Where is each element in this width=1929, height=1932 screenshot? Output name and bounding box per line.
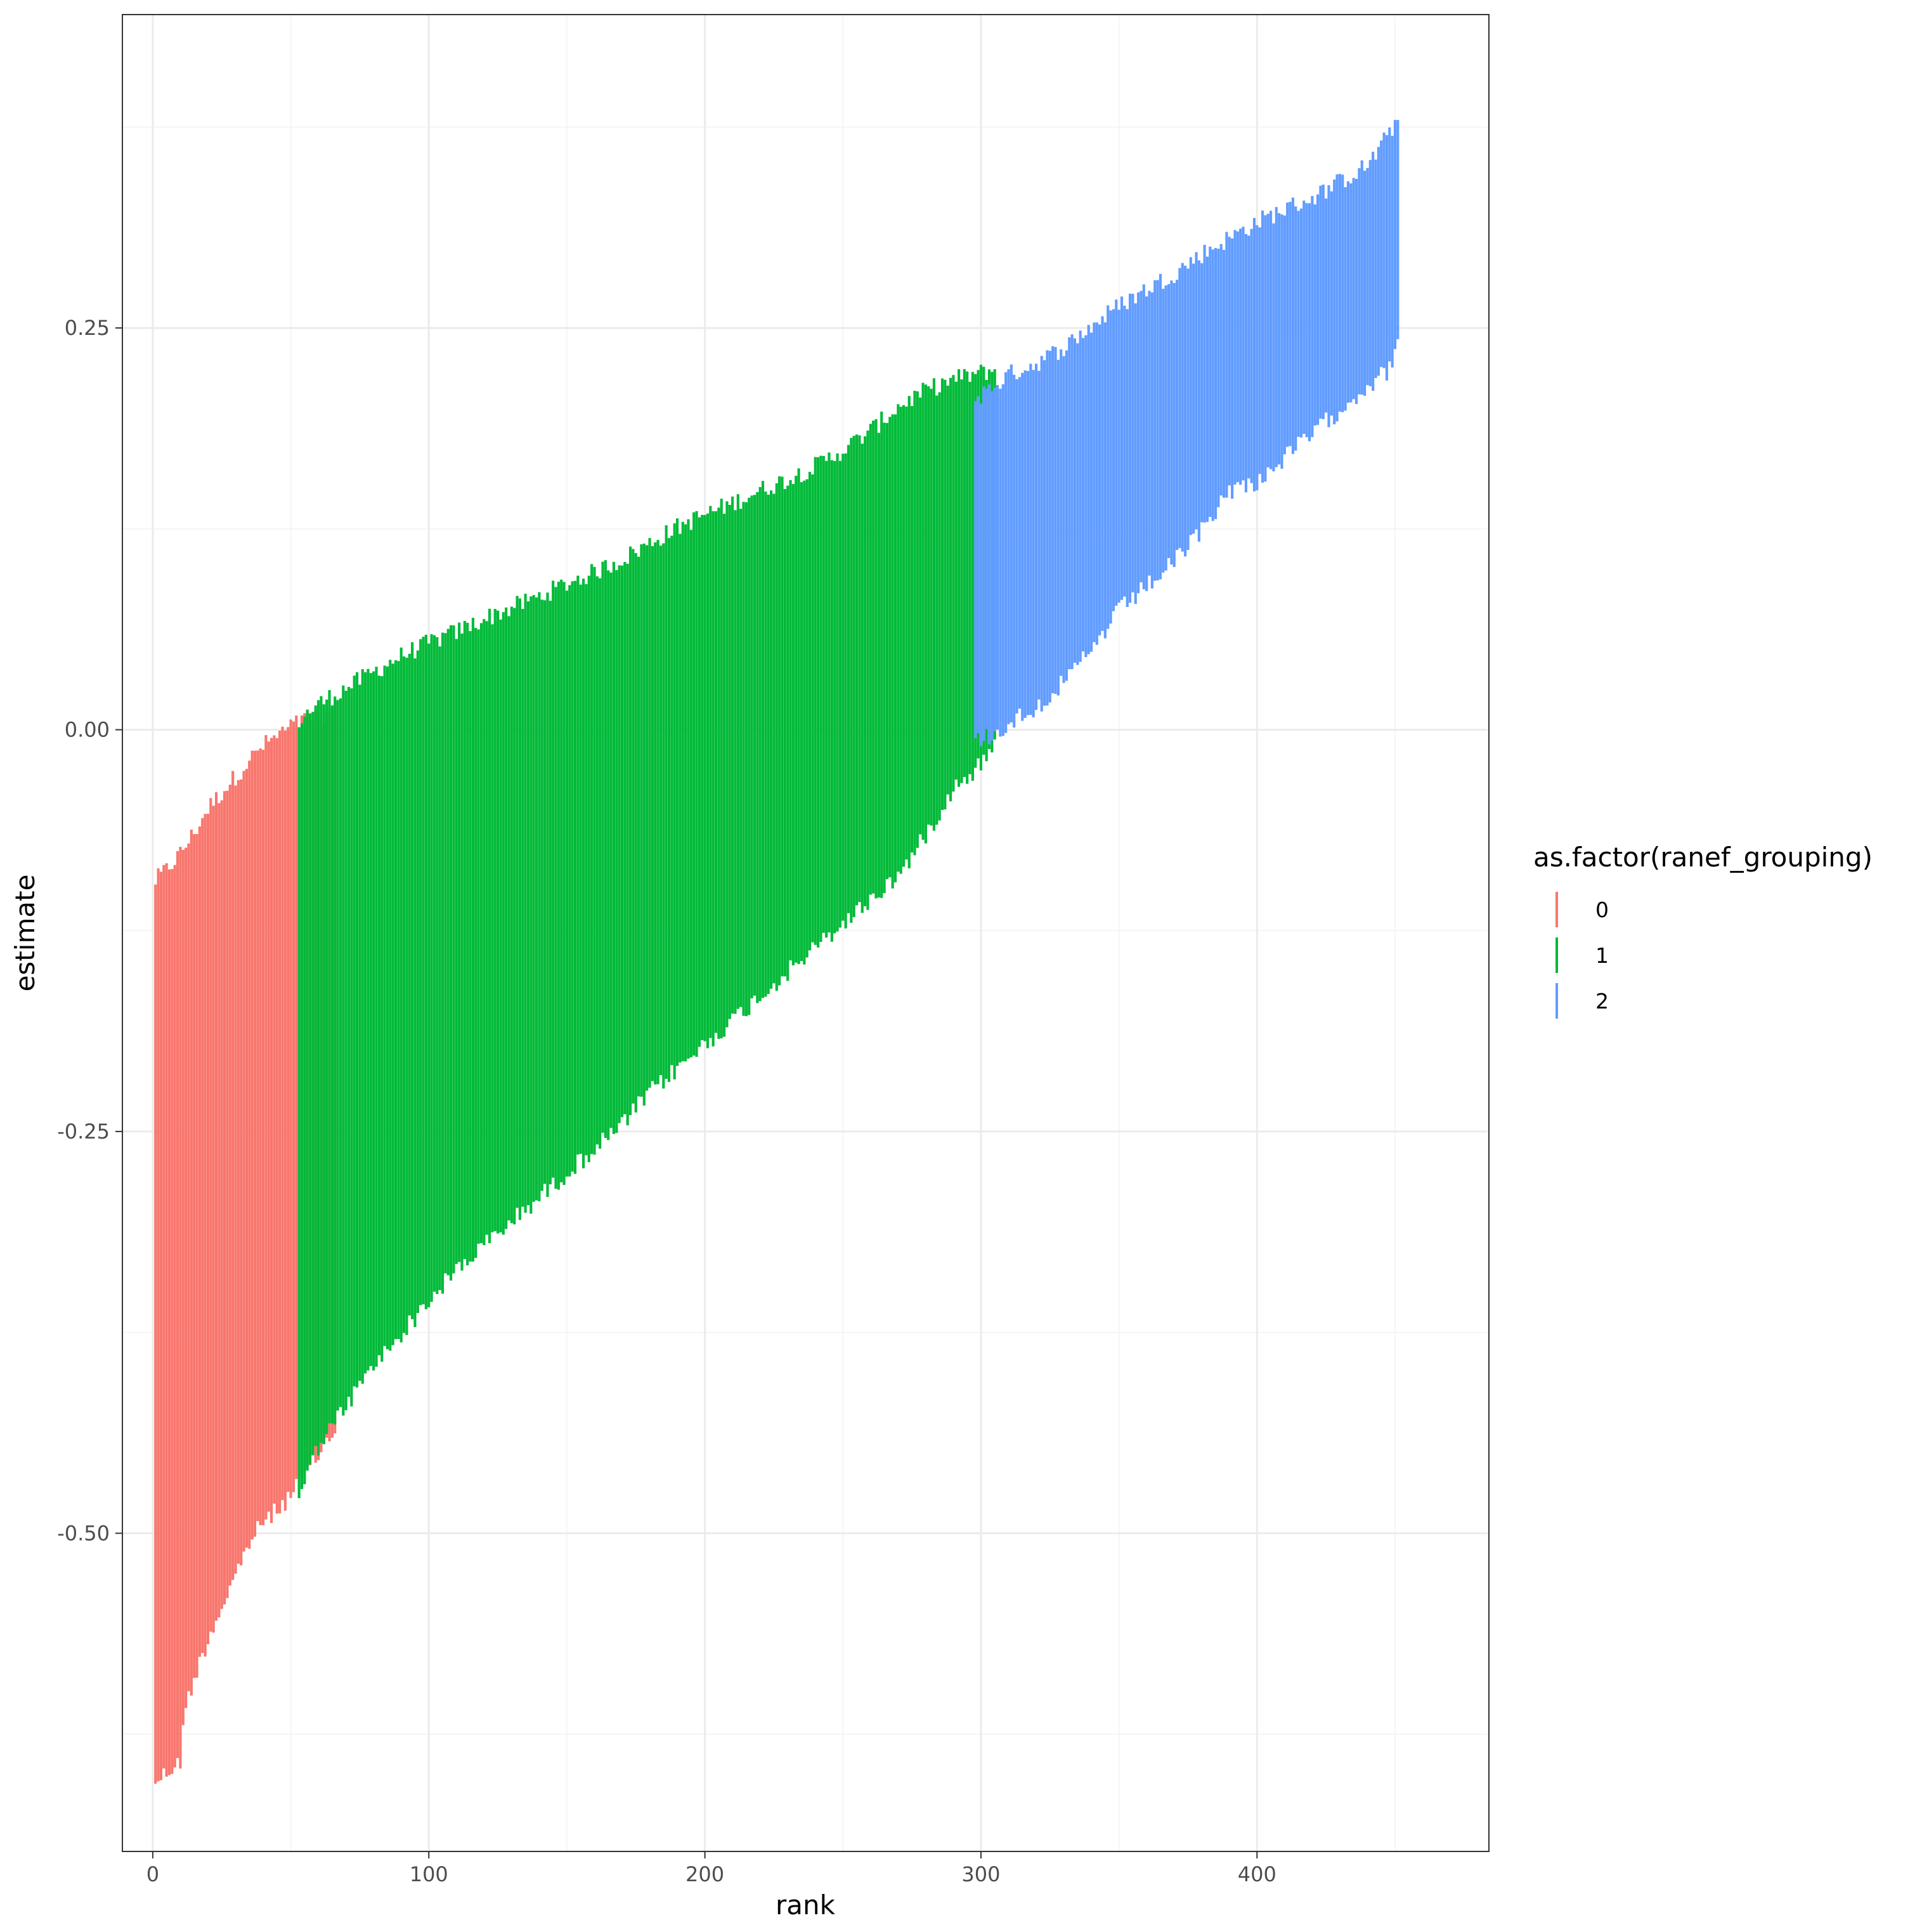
- x-tick-label: 100: [410, 1862, 448, 1886]
- legend-label-0: 0: [1595, 897, 1609, 922]
- x-tick-label: 400: [1238, 1862, 1276, 1886]
- x-tick-label: 300: [961, 1862, 1000, 1886]
- y-tick-label: -0.50: [57, 1521, 110, 1545]
- x-tick-label: 200: [685, 1862, 724, 1886]
- panel-background: [122, 15, 1489, 1851]
- series-group-1: [297, 365, 996, 1499]
- y-axis-title: estimate: [10, 875, 41, 992]
- y-tick-label: 0.25: [65, 316, 110, 340]
- y-tick-label: -0.25: [57, 1119, 110, 1144]
- axis-layer: 0 100 200 300 400 -0.50 -0.25 0.00 0.25: [57, 316, 1276, 1886]
- y-tick-label: 0.00: [65, 717, 110, 741]
- legend-keys: 0 1 2: [1556, 892, 1609, 1019]
- panel-border: [122, 14, 1490, 1852]
- legend: as.factor(ranef_grouping) 0 1 2: [1533, 842, 1873, 1019]
- legend-title: as.factor(ranef_grouping): [1533, 842, 1873, 873]
- legend-label-2: 2: [1595, 989, 1609, 1014]
- bars-layer: [154, 120, 1400, 1784]
- x-tick-label: 0: [146, 1862, 159, 1886]
- legend-label-1: 1: [1595, 943, 1609, 968]
- x-axis-title: rank: [776, 1890, 836, 1921]
- series-group-2: [974, 120, 1400, 747]
